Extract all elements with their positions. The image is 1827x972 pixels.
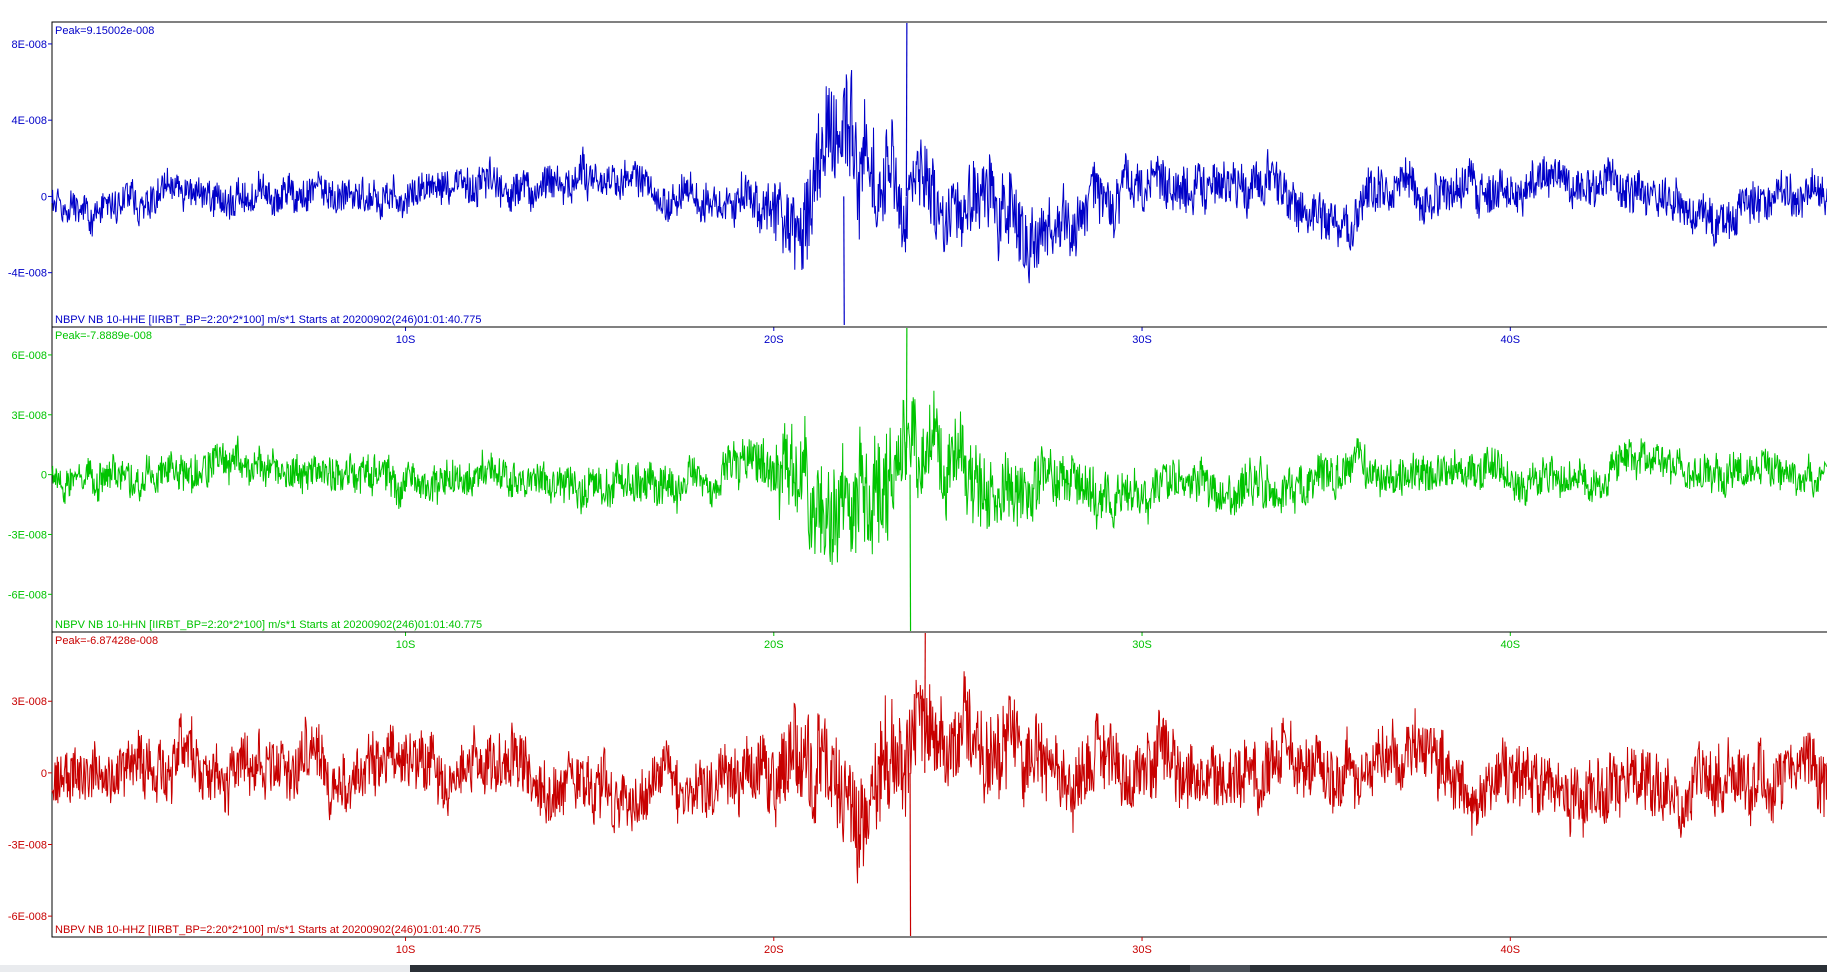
x-tick-label: 10S: [396, 334, 416, 346]
x-tick-label: 20S: [764, 639, 784, 651]
panel-hhn: 6E-008 3E-008 0 -3E-008 -6E-008 10S 20S 30S 40S P…: [8, 326, 1827, 651]
peak-label: Peak=-6.87428e-008: [55, 635, 158, 647]
trough-spike: [909, 772, 912, 937]
y-tick-label: 8E-008: [12, 39, 47, 51]
panel-hhe: 8E-008 4E-008 0 -4E-008 10S 20S 30S 40S Peak=9.1…: [8, 21, 1827, 346]
waveform-trace: [51, 69, 1827, 284]
x-tick-label: 20S: [764, 944, 784, 956]
y-tick-label: 4E-008: [12, 115, 47, 127]
peak-label: Peak=-7.8889e-008: [55, 330, 152, 342]
trough-spike: [843, 196, 845, 326]
x-tick-label: 40S: [1501, 639, 1521, 651]
y-tick-label: 3E-008: [12, 410, 47, 422]
x-tick-label: 30S: [1132, 639, 1152, 651]
waveform-trace: [51, 671, 1827, 884]
y-tick-label: -4E-008: [8, 268, 47, 280]
y-tick-label: 0: [41, 768, 47, 780]
y-tick-label: -6E-008: [8, 911, 47, 923]
scrollbar-thumb[interactable]: [1190, 965, 1250, 972]
peak-spike: [924, 632, 926, 773]
y-tick-label: 6E-008: [12, 350, 47, 362]
x-tick-label: 40S: [1501, 334, 1521, 346]
trace-label: NBPV NB 10-HHZ [IIRBT_BP=2:20*2*100] m/s…: [55, 924, 481, 936]
waveform-trace: [51, 390, 1827, 565]
peak-spike: [905, 22, 908, 197]
x-tick-label: 30S: [1132, 944, 1152, 956]
y-tick-label: -6E-008: [8, 589, 47, 601]
panel-frame: [51, 631, 1827, 938]
scrollbar-track[interactable]: [0, 965, 410, 972]
peak-label: Peak=9.15002e-008: [55, 25, 154, 37]
trough-spike: [909, 474, 912, 632]
x-tick-label: 40S: [1501, 944, 1521, 956]
panel-hhz: 3E-008 0 -3E-008 -6E-008 10S 20S 30S 40S Peak=-6…: [8, 631, 1827, 956]
x-tick-label: 10S: [396, 944, 416, 956]
peak-spike: [905, 327, 908, 475]
y-tick-label: -3E-008: [8, 839, 47, 851]
y-tick-label: 0: [41, 470, 47, 482]
trace-label: NBPV NB 10-HHN [IIRBT_BP=2:20*2*100] m/s…: [55, 619, 482, 631]
y-tick-label: 3E-008: [12, 696, 47, 708]
x-tick-label: 30S: [1132, 334, 1152, 346]
window-bottom-strip: [0, 965, 1827, 972]
trace-label: NBPV NB 10-HHE [IIRBT_BP=2:20*2*100] m/s…: [55, 314, 482, 326]
y-tick-label: 0: [41, 191, 47, 203]
y-tick-label: -3E-008: [8, 529, 47, 541]
x-tick-label: 10S: [396, 639, 416, 651]
x-tick-label: 20S: [764, 334, 784, 346]
